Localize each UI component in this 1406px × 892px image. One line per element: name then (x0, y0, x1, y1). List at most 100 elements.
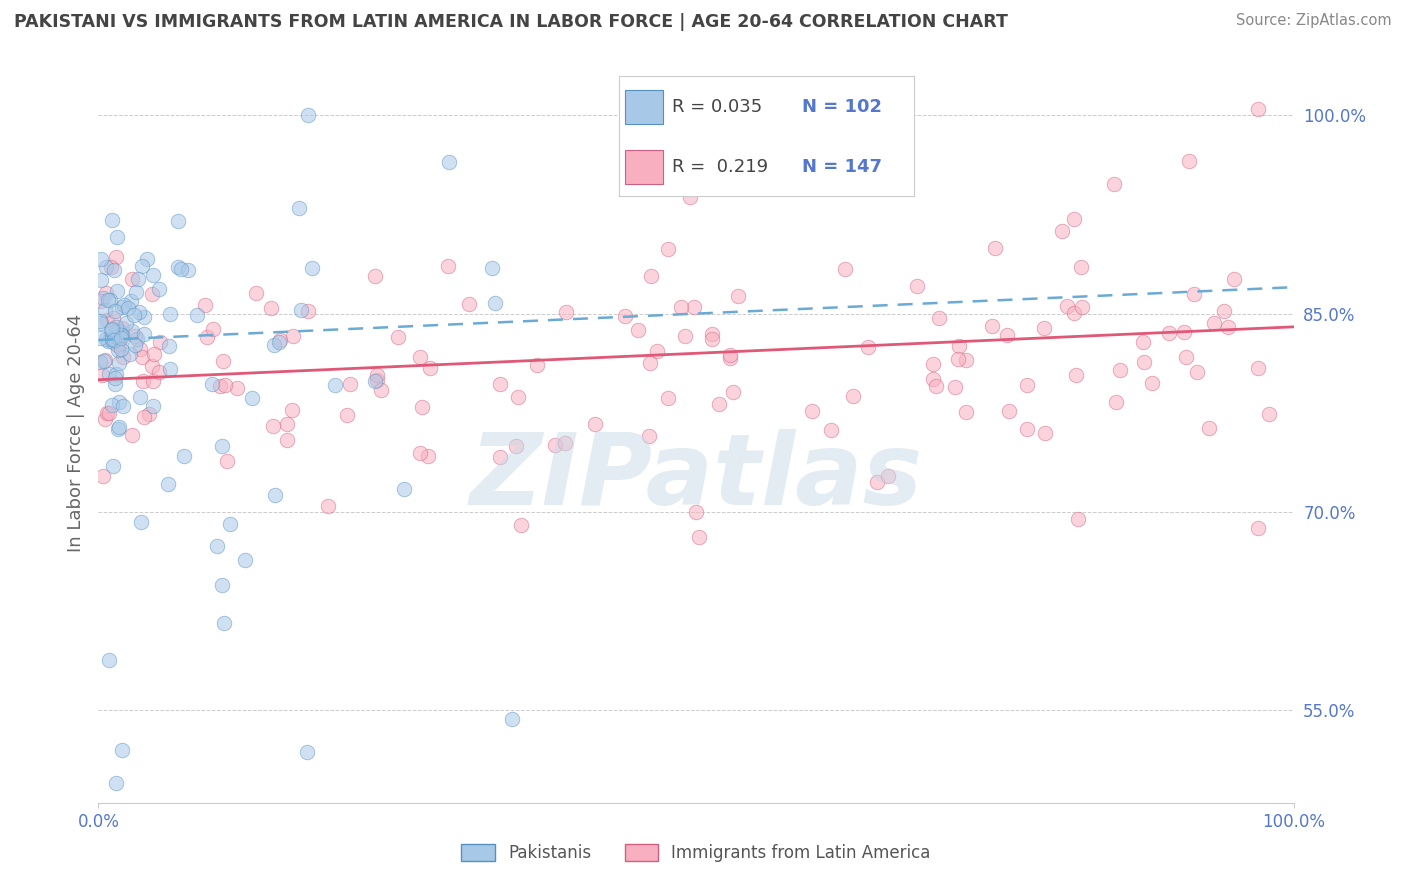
Point (104, 250, 127, 264)
Point (673, 329, 696, 343)
Point (669, 300, 692, 314)
Point (488, 377, 510, 392)
Point (366, 372, 388, 386)
Point (173, 449, 195, 463)
Point (1063, 305, 1085, 319)
Point (107, 343, 129, 358)
Point (89, 355, 111, 369)
Point (94, 332, 117, 346)
Point (121, 324, 143, 338)
Point (97, 293, 120, 307)
Point (142, 374, 165, 388)
Point (484, 296, 506, 310)
Point (131, 350, 153, 364)
Point (370, 383, 392, 397)
Point (104, 377, 127, 392)
Point (543, 438, 565, 452)
Point (1204, 316, 1226, 330)
Point (156, 476, 179, 491)
Point (214, 616, 236, 631)
Point (124, 338, 146, 352)
Point (614, 309, 637, 323)
Point (101, 322, 124, 336)
Point (219, 516, 242, 531)
Point (101, 398, 124, 412)
Point (101, 327, 124, 342)
Point (657, 392, 679, 406)
Point (235, 553, 257, 567)
Point (94, 412, 117, 426)
Point (457, 296, 479, 310)
Point (1033, 426, 1056, 441)
Point (287, 201, 309, 215)
Point (682, 300, 704, 314)
Point (554, 436, 576, 450)
Point (1223, 272, 1246, 286)
Point (132, 374, 155, 388)
Point (217, 454, 239, 468)
Point (645, 343, 668, 358)
Point (702, 332, 724, 346)
Point (269, 334, 291, 349)
Point (120, 346, 142, 360)
Point (89, 331, 111, 345)
Point (984, 240, 1007, 255)
Point (262, 419, 284, 434)
Point (877, 469, 900, 483)
Point (136, 252, 159, 267)
Point (100, 260, 122, 274)
Point (679, 189, 702, 203)
Point (955, 352, 977, 367)
Point (96, 260, 118, 275)
Point (437, 155, 460, 169)
Legend: Pakistanis, Immigrants from Latin America: Pakistanis, Immigrants from Latin Americ… (454, 837, 938, 869)
Point (211, 354, 233, 368)
Point (437, 259, 460, 273)
Text: N = 147: N = 147 (801, 159, 882, 177)
Point (688, 530, 710, 544)
Point (626, 323, 648, 337)
Text: ZIPatlas: ZIPatlas (470, 428, 922, 525)
Point (1213, 304, 1236, 318)
Point (1064, 368, 1087, 382)
Point (89, 313, 111, 327)
Point (637, 428, 659, 442)
Point (506, 391, 529, 405)
Point (108, 420, 131, 434)
Point (489, 450, 512, 464)
Point (995, 328, 1018, 343)
Point (1071, 300, 1094, 314)
Point (104, 371, 127, 385)
Point (269, 333, 291, 347)
Point (638, 356, 661, 370)
Point (120, 293, 142, 308)
Point (211, 438, 233, 452)
Point (100, 323, 122, 337)
Point (392, 482, 415, 496)
Point (866, 475, 889, 489)
Point (226, 381, 249, 395)
Point (411, 401, 433, 415)
Point (111, 743, 134, 757)
Point (211, 578, 233, 592)
Point (101, 332, 124, 346)
Point (1257, 407, 1279, 421)
Point (1177, 154, 1199, 169)
Point (1070, 260, 1092, 274)
Point (195, 330, 218, 344)
Point (170, 261, 193, 276)
Point (110, 327, 132, 342)
Point (276, 417, 298, 431)
Point (105, 337, 128, 351)
Point (117, 301, 139, 315)
Point (110, 343, 132, 357)
Point (820, 423, 842, 437)
Point (134, 409, 156, 424)
Point (1247, 521, 1270, 535)
Point (129, 515, 152, 529)
Point (101, 311, 124, 326)
Text: R =  0.219: R = 0.219 (672, 159, 768, 177)
Point (505, 439, 527, 453)
Point (1056, 299, 1078, 313)
Point (111, 328, 134, 343)
